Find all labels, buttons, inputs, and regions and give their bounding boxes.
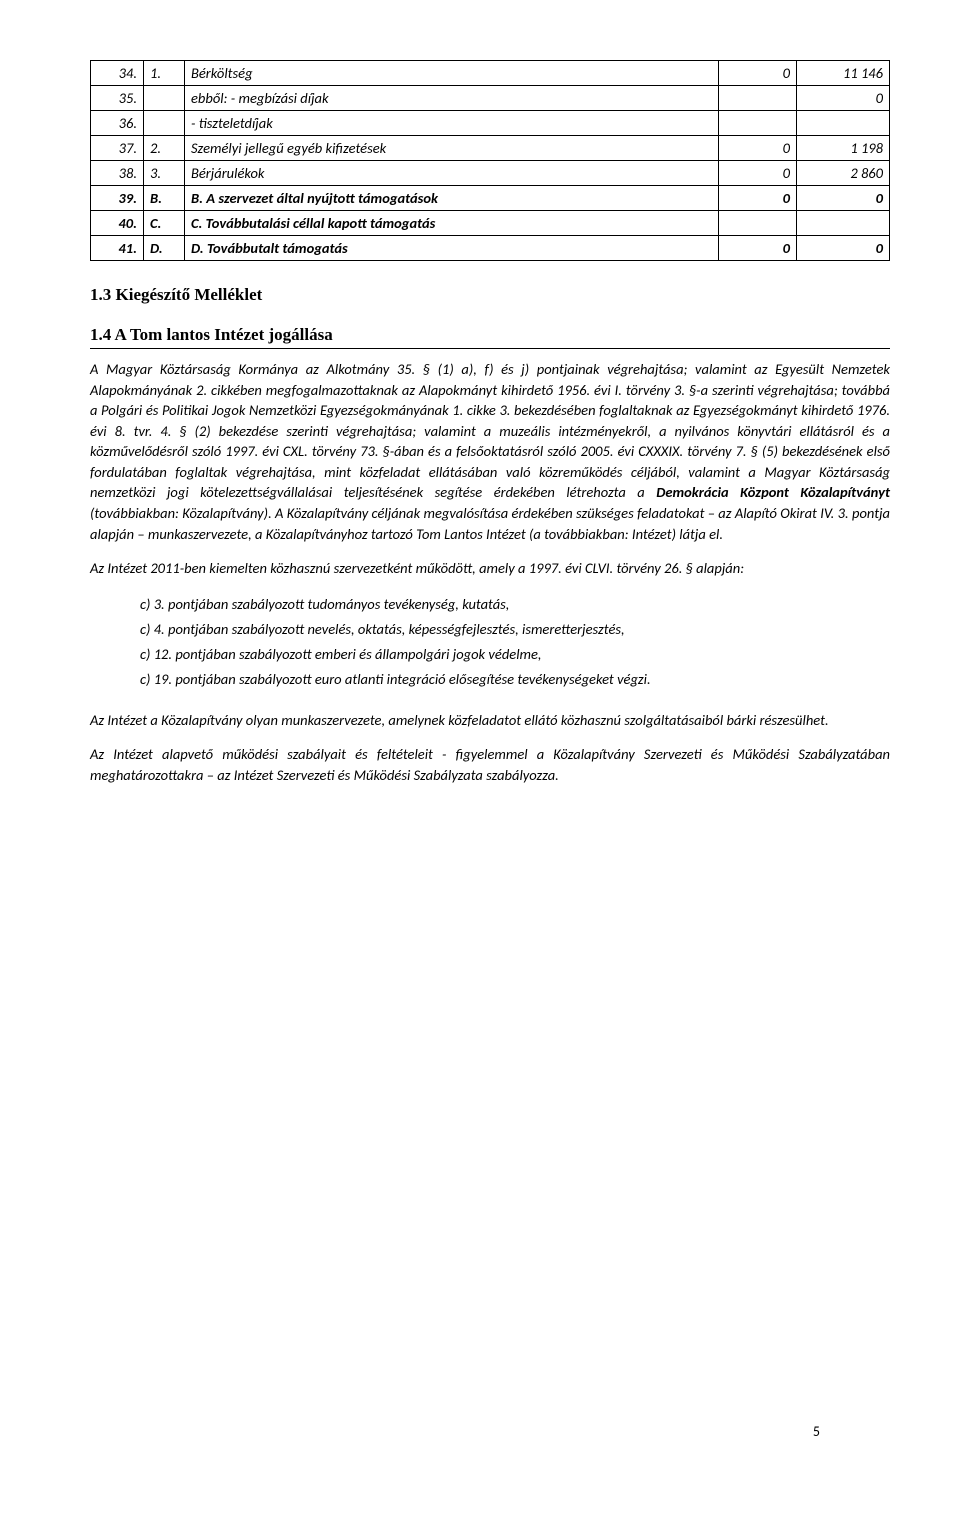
cell-code: B. (144, 186, 185, 211)
cell-label: - tiszteletdíjak (185, 111, 719, 136)
cell-label: Bérjárulékok (185, 161, 719, 186)
page-number: 5 (813, 1423, 820, 1440)
cell-code (144, 111, 185, 136)
cell-code: 1. (144, 61, 185, 86)
table-row: 35. ebből: - megbízási díjak 0 (91, 86, 890, 111)
cell-num: 39. (91, 186, 144, 211)
para1-bold: Demokrácia Központ Közalapítványt (656, 483, 890, 501)
list-item: c) 19. pontjában szabályozott euro atlan… (140, 668, 890, 691)
cell-num: 37. (91, 136, 144, 161)
activity-list: c) 3. pontjában szabályozott tudományos … (140, 593, 890, 692)
cell-code: D. (144, 236, 185, 261)
cell-val2: 1 198 (797, 136, 890, 161)
cell-label: D. Továbbutalt támogatás (185, 236, 719, 261)
table-row: 40.C.C. Továbbutalási céllal kapott támo… (91, 211, 890, 236)
cell-label: C. Továbbutalási céllal kapott támogatás (185, 211, 719, 236)
cell-val2 (797, 111, 890, 136)
para1-part-a: A Magyar Köztársaság Kormánya az Alkotmá… (90, 360, 890, 501)
table-row: 38.3.Bérjárulékok02 860 (91, 161, 890, 186)
cell-val: 0 (719, 136, 797, 161)
table-row: 41.D.D. Továbbutalt támogatás00 (91, 236, 890, 261)
table-row: 36. - tiszteletdíjak (91, 111, 890, 136)
cell-val (719, 86, 797, 111)
cell-label: Bérköltség (185, 61, 719, 86)
cell-code: 3. (144, 161, 185, 186)
cell-val2 (797, 211, 890, 236)
cell-code: C. (144, 211, 185, 236)
cell-code (144, 86, 185, 111)
para1-part-b: (továbbiakban: Közalapítvány). A Közalap… (90, 504, 890, 543)
cell-val2: 11 146 (797, 61, 890, 86)
cell-val (719, 211, 797, 236)
paragraph-status-intro: Az Intézet 2011-ben kiemelten közhasznú … (90, 558, 890, 579)
cell-label: Személyi jellegű egyéb kifizetések (185, 136, 719, 161)
financial-table: 34.1.Bérköltség011 14635.ebből: - megbíz… (90, 60, 890, 261)
section-heading-1-3: 1.3 Kiegészítő Melléklet (90, 285, 890, 305)
paragraph-regulations: Az Intézet alapvető működési szabályait … (90, 744, 890, 785)
paragraph-legal-basis: A Magyar Köztársaság Kormánya az Alkotmá… (90, 359, 890, 544)
cell-num: 36. (91, 111, 144, 136)
cell-val (719, 111, 797, 136)
list-item: c) 12. pontjában szabályozott emberi és … (140, 643, 890, 666)
list-item: c) 4. pontjában szabályozott nevelés, ok… (140, 618, 890, 641)
cell-label: B. A szervezet által nyújtott támogatáso… (185, 186, 719, 211)
cell-num: 35. (91, 86, 144, 111)
paragraph-public-service: Az Intézet a Közalapítvány olyan munkasz… (90, 710, 890, 731)
cell-val: 0 (719, 161, 797, 186)
table-row: 34.1.Bérköltség011 146 (91, 61, 890, 86)
cell-val2: 0 (797, 236, 890, 261)
cell-num: 40. (91, 211, 144, 236)
section-heading-1-4: 1.4 A Tom lantos Intézet jogállása (90, 325, 890, 349)
table-row: 39.B.B. A szervezet által nyújtott támog… (91, 186, 890, 211)
cell-val2: 0 (797, 186, 890, 211)
cell-val2: 0 (797, 86, 890, 111)
cell-code: 2. (144, 136, 185, 161)
table-row: 37.2.Személyi jellegű egyéb kifizetések0… (91, 136, 890, 161)
cell-num: 38. (91, 161, 144, 186)
cell-num: 34. (91, 61, 144, 86)
cell-val: 0 (719, 61, 797, 86)
cell-val: 0 (719, 186, 797, 211)
cell-label: ebből: - megbízási díjak (185, 86, 719, 111)
list-item: c) 3. pontjában szabályozott tudományos … (140, 593, 890, 616)
cell-num: 41. (91, 236, 144, 261)
table-body: 34.1.Bérköltség011 14635.ebből: - megbíz… (91, 61, 890, 261)
cell-val2: 2 860 (797, 161, 890, 186)
cell-val: 0 (719, 236, 797, 261)
